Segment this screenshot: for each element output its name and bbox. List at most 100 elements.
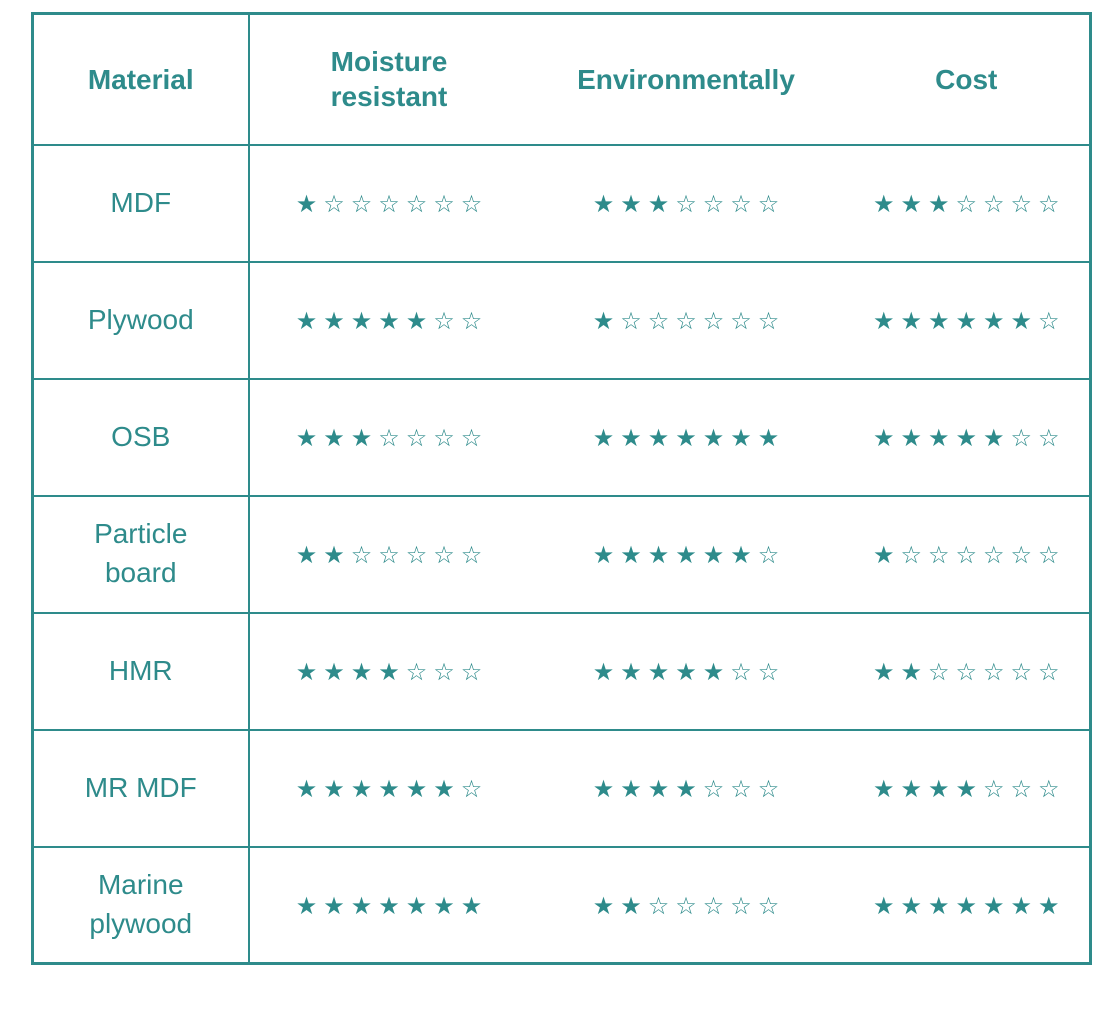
star-filled-icon: ★ [592, 541, 615, 569]
star-filled-icon: ★ [983, 891, 1005, 920]
material-cell: HMR [32, 611, 250, 730]
star-filled-icon: ★ [983, 424, 1005, 452]
header-row: Material Moisture resistant Environmenta… [32, 13, 1091, 145]
star-empty-icon: ☆ [433, 541, 455, 569]
star-filled-icon: ★ [460, 891, 483, 920]
star-filled-icon: ★ [702, 424, 725, 452]
header-cost-label: Cost [935, 63, 998, 95]
star-empty-icon: ☆ [1038, 658, 1060, 686]
star-filled-icon: ★ [955, 307, 977, 335]
star-filled-icon: ★ [872, 891, 895, 920]
star-filled-icon: ★ [675, 658, 697, 686]
star-empty-icon: ☆ [730, 775, 752, 803]
star-filled-icon: ★ [323, 658, 345, 686]
star-empty-icon: ☆ [323, 190, 345, 218]
star-empty-icon: ☆ [647, 307, 670, 335]
star-rating-moisture: ★ ★ ★ ★ ★ ☆ ☆ [248, 260, 529, 379]
table-row: OSB ★ ★ ★ ☆ ☆ ☆ ☆ ★ ★ ★ ★ ★ ★ ★ ★ ★ ★ ★ ★ ☆ ☆ [32, 377, 1091, 496]
header-material: Material [32, 13, 250, 145]
star-filled-icon: ★ [900, 891, 922, 920]
star-empty-icon: ☆ [378, 541, 400, 569]
table-row: HMR ★ ★ ★ ★ ☆ ☆ ☆ ★ ★ ★ ★ ★ ☆ ☆ ★ ★ ☆ ☆ ☆ ☆ ☆ [32, 611, 1091, 730]
table-row: Plywood ★ ★ ★ ★ ★ ☆ ☆ ★ ☆ ☆ ☆ ☆ ☆ ☆ ★ ★ ★ ★ ★ ★ ☆ [32, 260, 1091, 379]
star-empty-icon: ☆ [460, 307, 483, 335]
header-moisture-resistant-label: Moisture resistant [330, 46, 448, 113]
star-rating-moisture: ★ ★ ★ ★ ★ ★ ☆ [248, 728, 529, 847]
header-environmentally: Environmentally [529, 14, 844, 145]
material-name: Particle board [94, 518, 188, 588]
star-empty-icon: ☆ [405, 541, 428, 569]
star-filled-icon: ★ [702, 541, 725, 569]
star-empty-icon: ☆ [983, 541, 1005, 569]
star-rating-moisture: ★ ★ ☆ ☆ ☆ ☆ ☆ [248, 494, 529, 613]
star-filled-icon: ★ [378, 658, 400, 686]
star-filled-icon: ★ [323, 775, 345, 803]
star-filled-icon: ★ [350, 307, 373, 335]
star-filled-icon: ★ [592, 775, 615, 803]
star-empty-icon: ☆ [730, 190, 752, 218]
star-filled-icon: ★ [620, 190, 642, 218]
star-filled-icon: ★ [620, 891, 642, 920]
star-rating-moisture: ★ ★ ★ ★ ★ ★ ★ [248, 845, 529, 964]
star-filled-icon: ★ [620, 775, 642, 803]
star-filled-icon: ★ [323, 307, 345, 335]
star-filled-icon: ★ [675, 541, 697, 569]
star-empty-icon: ☆ [405, 658, 428, 686]
star-rating-cost: ★ ☆ ☆ ☆ ☆ ☆ ☆ [843, 494, 1091, 613]
star-filled-icon: ★ [900, 190, 922, 218]
star-filled-icon: ★ [378, 307, 400, 335]
star-filled-icon: ★ [675, 775, 697, 803]
star-empty-icon: ☆ [675, 307, 697, 335]
material-name: Marine plywood [89, 869, 193, 939]
star-filled-icon: ★ [323, 424, 345, 452]
star-empty-icon: ☆ [730, 658, 752, 686]
header-environmentally-label: Environmentally [577, 63, 795, 95]
star-empty-icon: ☆ [1010, 424, 1033, 452]
star-empty-icon: ☆ [1010, 775, 1033, 803]
star-empty-icon: ☆ [378, 190, 400, 218]
star-empty-icon: ☆ [433, 190, 455, 218]
star-rating-cost: ★ ★ ★ ★ ☆ ☆ ☆ [843, 728, 1091, 847]
star-rating-cost: ★ ★ ★ ☆ ☆ ☆ ☆ [843, 143, 1091, 262]
star-empty-icon: ☆ [460, 658, 483, 686]
star-rating-moisture: ★ ★ ★ ★ ☆ ☆ ☆ [248, 611, 529, 730]
star-filled-icon: ★ [983, 307, 1005, 335]
star-filled-icon: ★ [1010, 307, 1033, 335]
star-filled-icon: ★ [405, 775, 428, 803]
star-empty-icon: ☆ [1010, 658, 1033, 686]
star-empty-icon: ☆ [757, 775, 780, 803]
star-filled-icon: ★ [378, 891, 400, 920]
star-empty-icon: ☆ [1038, 541, 1060, 569]
star-filled-icon: ★ [872, 190, 895, 218]
material-cell: MR MDF [32, 728, 250, 847]
star-empty-icon: ☆ [757, 541, 780, 569]
star-filled-icon: ★ [350, 891, 373, 920]
star-filled-icon: ★ [872, 658, 895, 686]
star-filled-icon: ★ [592, 891, 615, 920]
star-empty-icon: ☆ [460, 424, 483, 452]
star-filled-icon: ★ [592, 190, 615, 218]
star-filled-icon: ★ [757, 424, 780, 452]
star-empty-icon: ☆ [1038, 424, 1060, 452]
star-rating-cost: ★ ★ ★ ★ ★ ☆ ☆ [843, 377, 1091, 496]
star-filled-icon: ★ [405, 307, 428, 335]
star-rating-environmentally: ★ ★ ☆ ☆ ☆ ☆ ☆ [528, 845, 844, 964]
star-filled-icon: ★ [405, 891, 428, 920]
star-empty-icon: ☆ [955, 658, 977, 686]
star-empty-icon: ☆ [1038, 190, 1060, 218]
star-filled-icon: ★ [350, 658, 373, 686]
star-filled-icon: ★ [872, 541, 895, 569]
table-body: MDF ★ ☆ ☆ ☆ ☆ ☆ ☆ ★ ★ ★ ☆ ☆ ☆ ☆ ★ ★ ★ ☆ ☆ ☆ ☆ Plywood ★ ★ ★ ★… [32, 143, 1091, 964]
star-filled-icon: ★ [647, 541, 670, 569]
star-filled-icon: ★ [927, 307, 950, 335]
star-filled-icon: ★ [295, 658, 318, 686]
star-filled-icon: ★ [900, 424, 922, 452]
star-filled-icon: ★ [592, 424, 615, 452]
star-filled-icon: ★ [730, 541, 752, 569]
star-filled-icon: ★ [730, 424, 752, 452]
material-cell: Particle board [32, 494, 250, 613]
star-empty-icon: ☆ [983, 775, 1005, 803]
star-filled-icon: ★ [647, 424, 670, 452]
star-rating-cost: ★ ★ ★ ★ ★ ★ ☆ [843, 260, 1091, 379]
star-empty-icon: ☆ [620, 307, 642, 335]
